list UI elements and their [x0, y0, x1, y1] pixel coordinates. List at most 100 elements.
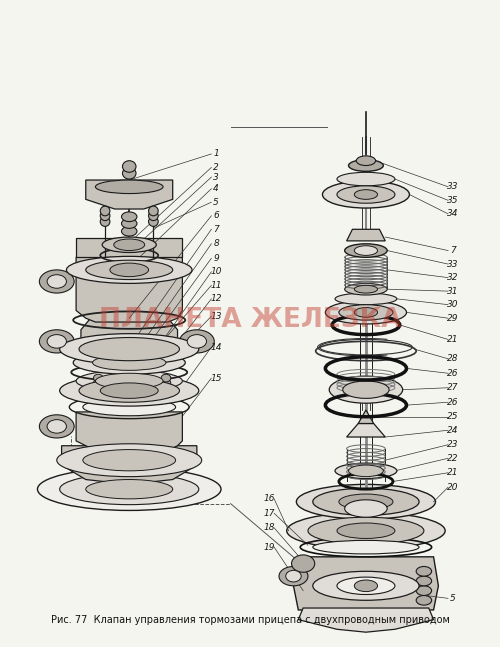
- Ellipse shape: [161, 374, 171, 382]
- Ellipse shape: [148, 217, 158, 226]
- Ellipse shape: [180, 330, 214, 353]
- Polygon shape: [346, 229, 386, 241]
- Text: 33: 33: [447, 259, 458, 269]
- Text: 13: 13: [210, 312, 222, 321]
- Polygon shape: [358, 410, 374, 424]
- Text: 20: 20: [447, 483, 458, 492]
- Text: 23: 23: [447, 440, 458, 449]
- Ellipse shape: [329, 376, 402, 403]
- Ellipse shape: [86, 479, 172, 499]
- Ellipse shape: [100, 206, 110, 216]
- Ellipse shape: [308, 517, 424, 544]
- Ellipse shape: [57, 444, 202, 477]
- Ellipse shape: [337, 577, 395, 595]
- Polygon shape: [76, 258, 182, 322]
- Ellipse shape: [339, 305, 393, 320]
- Polygon shape: [346, 424, 386, 437]
- Ellipse shape: [326, 301, 406, 324]
- Ellipse shape: [161, 379, 171, 387]
- Ellipse shape: [96, 373, 163, 389]
- Ellipse shape: [40, 270, 74, 293]
- Ellipse shape: [40, 415, 74, 438]
- Ellipse shape: [339, 494, 393, 509]
- Ellipse shape: [94, 379, 103, 387]
- Text: 16: 16: [264, 494, 275, 503]
- Ellipse shape: [79, 338, 180, 360]
- Ellipse shape: [354, 307, 378, 317]
- Ellipse shape: [161, 384, 171, 391]
- Text: 12: 12: [210, 294, 222, 303]
- Ellipse shape: [122, 168, 136, 179]
- Ellipse shape: [40, 330, 74, 353]
- Ellipse shape: [79, 379, 180, 402]
- Ellipse shape: [94, 374, 103, 382]
- Text: 33: 33: [447, 182, 458, 192]
- Ellipse shape: [286, 512, 445, 549]
- Text: 1: 1: [214, 149, 219, 159]
- Ellipse shape: [187, 334, 206, 348]
- Ellipse shape: [122, 226, 137, 236]
- Text: 27: 27: [447, 383, 458, 392]
- Ellipse shape: [296, 485, 436, 519]
- Ellipse shape: [354, 580, 378, 591]
- Text: 21: 21: [447, 335, 458, 344]
- Ellipse shape: [60, 375, 199, 406]
- Text: 26: 26: [447, 369, 458, 378]
- Text: 7: 7: [214, 225, 219, 234]
- Ellipse shape: [416, 567, 432, 576]
- Ellipse shape: [354, 190, 378, 199]
- Polygon shape: [294, 557, 438, 610]
- Text: 18: 18: [264, 523, 275, 532]
- Ellipse shape: [114, 239, 144, 250]
- Ellipse shape: [86, 260, 172, 280]
- Ellipse shape: [83, 450, 176, 471]
- Ellipse shape: [337, 172, 395, 186]
- Text: 9: 9: [214, 254, 219, 263]
- Ellipse shape: [76, 370, 182, 391]
- Polygon shape: [76, 238, 182, 258]
- Text: 21: 21: [447, 468, 458, 477]
- Ellipse shape: [148, 211, 158, 221]
- Text: 6: 6: [214, 212, 219, 220]
- Text: 22: 22: [447, 454, 458, 463]
- Ellipse shape: [92, 355, 166, 370]
- Ellipse shape: [47, 420, 66, 433]
- Ellipse shape: [354, 285, 378, 293]
- Polygon shape: [81, 318, 178, 359]
- Text: 5: 5: [450, 594, 456, 603]
- Ellipse shape: [60, 334, 199, 364]
- Ellipse shape: [73, 351, 186, 374]
- Polygon shape: [76, 412, 182, 450]
- Text: 35: 35: [447, 196, 458, 205]
- Ellipse shape: [47, 334, 66, 348]
- Ellipse shape: [148, 206, 158, 216]
- Text: Рис. 77  Клапан управления тормозами прицепа с двухпроводным приводом: Рис. 77 Клапан управления тормозами приц…: [50, 615, 450, 624]
- Text: 8: 8: [214, 239, 219, 248]
- Ellipse shape: [342, 381, 389, 399]
- Ellipse shape: [335, 463, 397, 479]
- Text: 11: 11: [210, 281, 222, 290]
- Text: 5: 5: [214, 198, 219, 207]
- Text: 26: 26: [447, 398, 458, 407]
- Text: 3: 3: [214, 173, 219, 182]
- Ellipse shape: [47, 275, 66, 288]
- Ellipse shape: [122, 219, 137, 228]
- Ellipse shape: [100, 217, 110, 226]
- Ellipse shape: [344, 500, 387, 517]
- Text: 34: 34: [447, 210, 458, 218]
- Polygon shape: [86, 180, 172, 209]
- Ellipse shape: [66, 256, 192, 283]
- Ellipse shape: [337, 186, 395, 203]
- Ellipse shape: [100, 383, 158, 399]
- Ellipse shape: [335, 293, 397, 305]
- Ellipse shape: [344, 244, 387, 258]
- Ellipse shape: [416, 586, 432, 595]
- Polygon shape: [298, 608, 434, 632]
- Ellipse shape: [348, 160, 384, 171]
- Ellipse shape: [416, 595, 432, 605]
- Text: 14: 14: [210, 343, 222, 352]
- Text: 30: 30: [447, 300, 458, 309]
- Text: 24: 24: [447, 426, 458, 435]
- Ellipse shape: [122, 212, 137, 221]
- Text: 4: 4: [214, 184, 219, 193]
